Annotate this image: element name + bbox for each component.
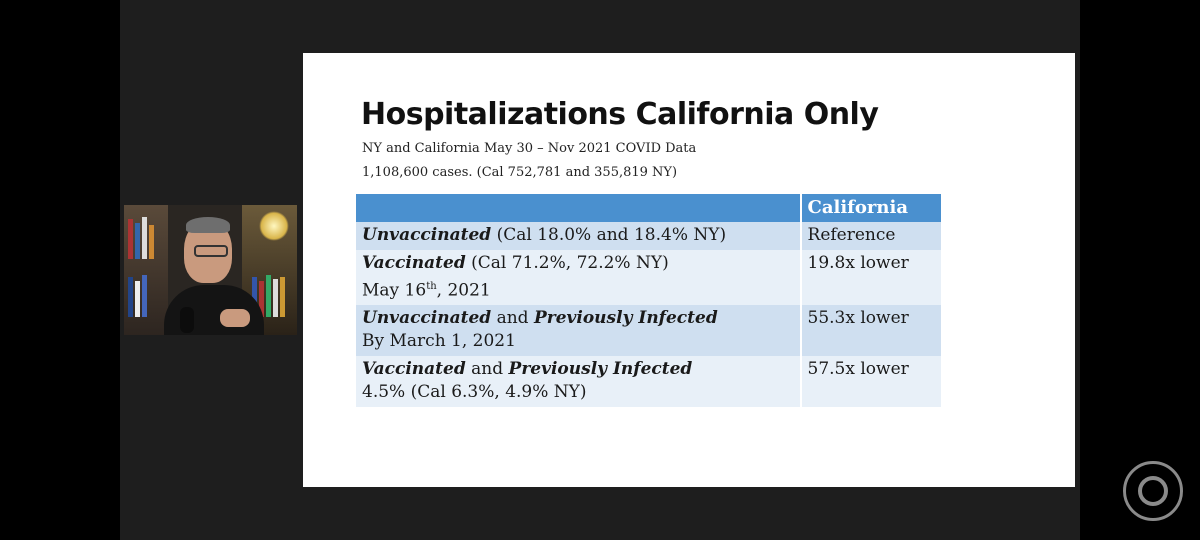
row-label: Unvaccinated and Previously Infected By … [356,304,802,356]
row-line2-post: , 2021 [436,280,491,301]
slide-subtitle-1: NY and California May 30 – Nov 2021 COVI… [362,141,697,156]
row-value: Reference [800,222,941,250]
bookshelf-left [124,205,168,335]
left-letterbox [0,0,120,540]
right-letterbox [1080,0,1200,540]
row-line2: 4.5% (Cal 6.3%, 4.9% NY) [362,381,587,402]
presenter-glasses [194,245,228,257]
row-label-rest: (Cal 18.0% and 18.4% NY) [491,225,727,245]
hospitalization-table: California Unvaccinated (Cal 18.0% and 1… [356,194,941,407]
table-row: Vaccinated (Cal 71.2%, 72.2% NY) May 16t… [356,250,941,305]
presenter-hair [186,217,230,233]
row-label-bold: Vaccinated [362,253,466,273]
row-value: 19.8x lower [800,250,941,305]
table-header-california: California [800,194,941,222]
row-label: Vaccinated and Previously Infected 4.5% … [356,355,802,407]
row-label-bold-2: Previously Infected [508,358,693,379]
row-value: 55.3x lower [800,304,941,356]
row-value: 57.5x lower [800,355,941,407]
row-label-mid: and [491,307,534,328]
row-label-rest: (Cal 71.2%, 72.2% NY) [465,253,669,273]
table-row: Unvaccinated (Cal 18.0% and 18.4% NY) Re… [356,222,941,250]
logo-inner-ring [1138,476,1168,506]
row-label-bold: Unvaccinated [362,307,492,328]
row-line2-sup: th [426,281,437,292]
row-label-bold-2: Previously Infected [533,307,718,328]
row-label: Vaccinated (Cal 71.2%, 72.2% NY) May 16t… [356,250,802,305]
table-row: Unvaccinated and Previously Infected By … [356,304,941,356]
presenter-webcam [124,205,297,335]
table-header-row: California [356,194,941,222]
lamp [259,211,289,241]
row-label: Unvaccinated (Cal 18.0% and 18.4% NY) [356,222,802,250]
row-label-mid: and [465,358,509,379]
slide-subtitle-2: 1,108,600 cases. (Cal 752,781 and 355,81… [362,165,678,180]
row-line2-pre: May 16 [362,280,427,301]
presenter-hands [220,309,250,327]
microphone [180,307,194,333]
presentation-slide: Hospitalizations California Only NY and … [303,53,1075,487]
table-row: Vaccinated and Previously Infected 4.5% … [356,355,941,407]
row-label-bold: Vaccinated [362,358,466,379]
stethoscope-logo-icon [1123,461,1183,521]
row-line2: By March 1, 2021 [362,330,516,351]
row-label-bold: Unvaccinated [362,225,492,245]
table-header-empty [356,194,802,222]
slide-title: Hospitalizations California Only [361,97,879,132]
